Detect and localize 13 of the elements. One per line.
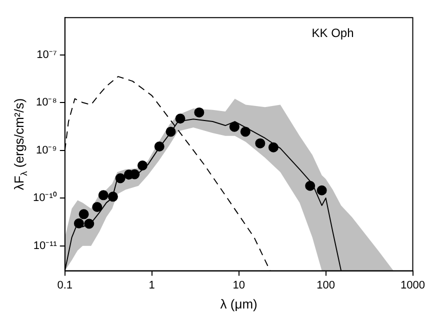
y-tick-label: 10⁻⁹	[36, 144, 57, 156]
y-axis-title: λFλ (ergs/cm²/s)	[12, 98, 30, 190]
y-tick-label: 10⁻⁸	[36, 96, 57, 109]
text: KK Oph	[312, 26, 354, 40]
x-tick-label: 10	[232, 279, 245, 292]
x-axis-title: λ (μm)	[220, 296, 258, 312]
x-tick-label: 1	[148, 279, 155, 292]
x-tick-label: 100	[316, 279, 335, 292]
y-tick-label: 10⁻⁷	[36, 48, 57, 61]
x-tick-label: 0.1	[57, 279, 73, 292]
y-tick-label: 10⁻¹⁰	[32, 191, 57, 204]
x-tick-label: 1000	[400, 279, 426, 292]
y-tick-label: 10⁻¹¹	[33, 240, 58, 252]
